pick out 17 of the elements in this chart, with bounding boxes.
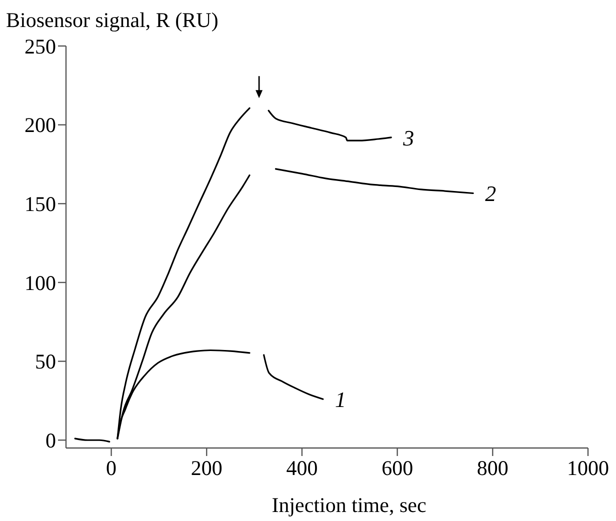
x-axis-title: Injection time, sec (272, 493, 426, 517)
series-label: 3 (402, 125, 414, 150)
x-tick-label: 1000 (567, 456, 609, 480)
x-tick-label: 400 (286, 456, 318, 480)
y-tick-label: 50 (35, 350, 56, 374)
y-tick-label: 150 (24, 192, 56, 216)
y-tick-label: 0 (46, 428, 56, 452)
y-axis-title: Biosensor signal, R (RU) (6, 8, 218, 32)
series-label: 1 (334, 387, 346, 412)
series-label: 2 (485, 181, 496, 206)
y-tick-label: 250 (24, 34, 56, 58)
x-tick-label: 600 (382, 456, 414, 480)
x-tick-label: 0 (106, 456, 117, 480)
y-tick-label: 200 (24, 113, 56, 138)
x-tick-label: 800 (476, 456, 508, 480)
y-tick-label: 100 (24, 270, 56, 295)
x-tick-label: 200 (190, 456, 222, 480)
